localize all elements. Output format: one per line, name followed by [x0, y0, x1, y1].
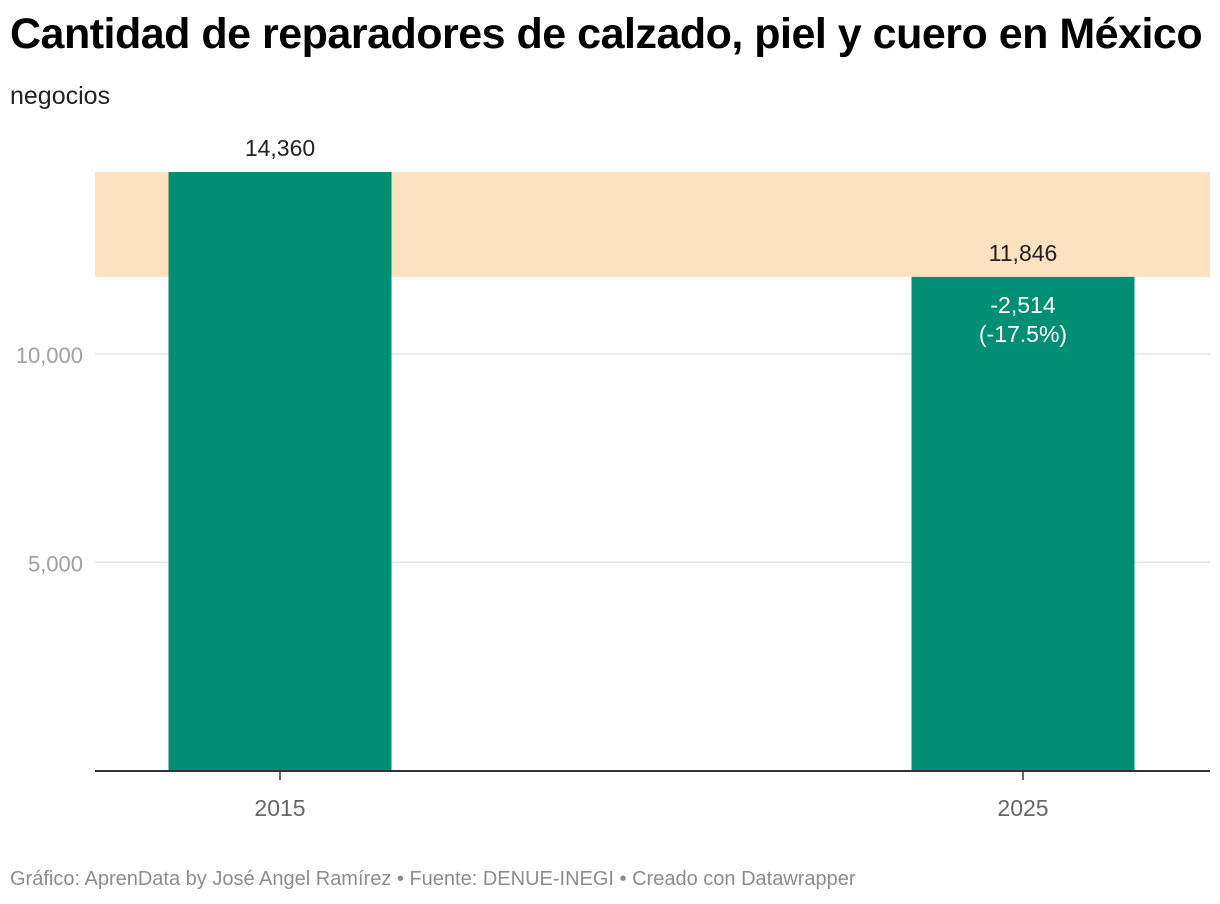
footer-separator-2: •: [619, 868, 627, 890]
bar-2025: [911, 276, 1135, 771]
footer-separator-1: •: [396, 868, 404, 890]
chart-subtitle: negocios: [10, 82, 111, 110]
y-tick-label-10000: 10,000: [16, 343, 83, 368]
footer-credits: Gráfico: AprenData by José Angel Ramírez…: [10, 868, 856, 891]
y-tick-label-5000: 5,000: [28, 551, 83, 576]
value-label-2025: 11,846: [989, 240, 1058, 266]
bar-chart: 5,000 10,000 14,360 2015 11,846 2025 -2,514 (-1…: [16, 135, 1210, 821]
x-tick-label-2015: 2015: [254, 795, 305, 821]
change-label: -2,514: [990, 292, 1055, 318]
chart-title: Cantidad de reparadores de calzado, piel…: [10, 10, 1203, 58]
footer-created-with: Creado con Datawrapper: [632, 868, 856, 890]
footer-source-name: DENUE-INEGI: [482, 868, 614, 890]
footer-source-prefix: Fuente:: [409, 868, 478, 890]
footer-credit-prefix: Gráfico:: [10, 868, 81, 890]
bar-2015: [168, 172, 392, 771]
footer-credit-name: AprenData by José Angel Ramírez: [84, 868, 392, 890]
value-label-2015: 14,360: [245, 135, 315, 161]
x-tick-label-2025: 2025: [997, 795, 1048, 821]
change-percent-label: (-17.5%): [979, 321, 1067, 347]
